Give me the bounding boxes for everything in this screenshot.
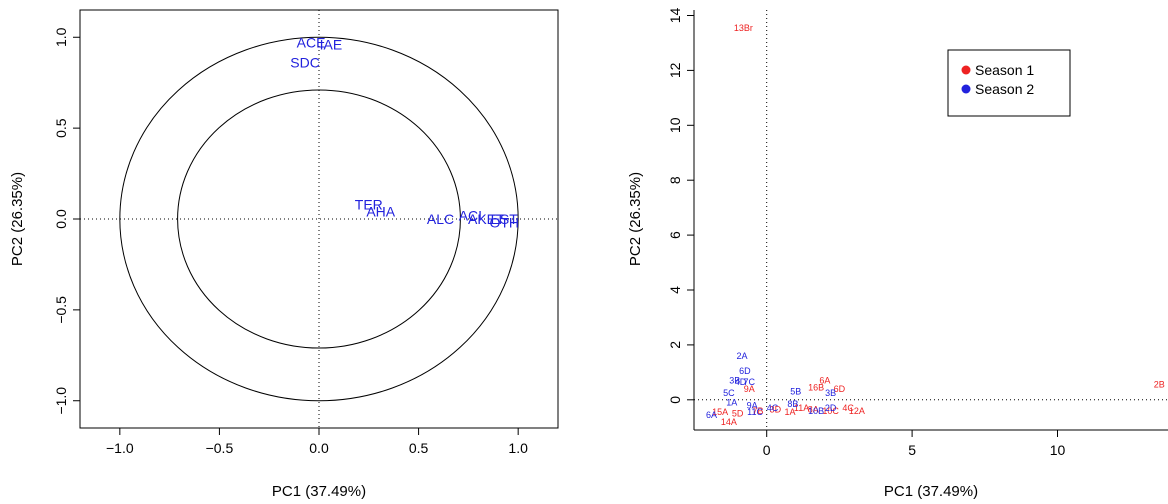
left-y-tick-label: 0.5: [53, 118, 69, 138]
variable-label-alc: ALC: [427, 211, 454, 227]
left-y-ticks: −1.0 −0.5 0.0 0.5 1.0: [53, 27, 80, 415]
observation-label-s1-9a: 9A: [744, 384, 755, 394]
variable-label-aket: AKET: [468, 211, 505, 227]
left-x-ticks: −1.0 −0.5 0.0 0.5 1.0: [106, 428, 528, 456]
right-y-tick-label: 4: [667, 286, 683, 294]
right-x-ticks: 0 5 10: [763, 430, 1066, 458]
observation-label-s1-16b: 16B: [808, 382, 824, 392]
observation-label-s1-8a: 8A: [808, 404, 819, 414]
observation-label-s1-6a: 6A: [819, 376, 830, 386]
left-y-tick-label: 0.0: [53, 209, 69, 229]
right-y-ticks: 0 2 4 6 8 10 12 14: [667, 7, 694, 404]
right-x-tick-label: 10: [1050, 442, 1066, 458]
observation-label-s2-4c: 4C: [767, 403, 779, 413]
left-x-axis-title: PC1 (37.49%): [272, 483, 366, 500]
legend-marker-season-1: [961, 65, 971, 75]
observation-label-s2-1a: 1A: [726, 398, 737, 408]
variable-label-iae: IAE: [320, 37, 343, 53]
observation-label-s1-3d: 3D: [770, 404, 782, 414]
legend-label-season-1: Season 1: [975, 62, 1034, 78]
legend-box: [947, 49, 1071, 117]
legend: Season 1 Season 2: [947, 49, 1071, 117]
variable-label-oth: OTH: [489, 215, 519, 231]
right-y-tick-label: 2: [667, 341, 683, 349]
observation-label-s2-7c: 7C: [743, 377, 755, 387]
variable-label-aci: ACI: [459, 207, 482, 223]
observation-label-s1-13br: 13Br: [734, 23, 753, 33]
observation-label-s1-2b: 2B: [1154, 380, 1165, 390]
left-x-tick-label: 0.5: [409, 440, 429, 456]
observation-label-s1-1a: 1A: [784, 407, 795, 417]
observation-label-s2-3b: 3B: [825, 388, 836, 398]
right-y-axis-title: PC2 (26.35%): [627, 172, 644, 266]
observation-label-s2-2a: 2A: [736, 351, 747, 361]
observation-label-s2-6d: 6D: [739, 366, 751, 376]
variable-label-ace: ACE: [297, 35, 326, 51]
left-x-tick-label: −0.5: [206, 440, 234, 456]
observation-label-s1-5d: 5D: [732, 409, 744, 419]
right-y-tick-label: 6: [667, 231, 683, 239]
observation-label-s2-6a: 6A: [706, 410, 717, 420]
variable-label-aha: AHA: [366, 204, 395, 220]
right-y-tick-label: 12: [667, 62, 683, 78]
observation-label-s1-7b: 7B: [752, 406, 763, 416]
left-x-tick-label: 1.0: [508, 440, 528, 456]
left-x-tick-label: 0.0: [309, 440, 329, 456]
observation-label-s1-6d: 6D: [834, 384, 846, 394]
right-x-tick-label: 0: [763, 442, 771, 458]
observation-label-s1-15a: 15A: [712, 407, 728, 417]
observation-label-s2-8b: 8B: [787, 399, 798, 409]
legend-label-season-2: Season 2: [975, 81, 1034, 97]
observation-label-s2-2d: 2D: [825, 403, 837, 413]
observation-label-s1-10c: 10C: [822, 406, 839, 416]
left-y-tick-label: 1.0: [53, 27, 69, 47]
observation-label-s2-4d: 4D: [735, 377, 747, 387]
observation-label-s2-5b: 5B: [790, 387, 801, 397]
right-y-tick-label: 14: [667, 7, 683, 23]
observation-label-s2-9a: 9A: [747, 400, 758, 410]
variable-label-ter: TER: [355, 196, 383, 212]
observation-label-s2-10b: 10B: [808, 406, 824, 416]
right-reference-lines: [694, 10, 1168, 430]
left-y-tick-label: −0.5: [53, 296, 69, 324]
left-y-tick-label: −1.0: [53, 387, 69, 415]
right-y-tick-label: 10: [667, 117, 683, 133]
observation-label-s1-4c: 4C: [842, 403, 854, 413]
observation-label-s1-14a: 14A: [721, 417, 737, 427]
legend-marker-season-2: [961, 84, 971, 94]
circle-radius-0: [119, 36, 519, 402]
variable-label-sdc: SDC: [290, 55, 320, 71]
right-x-tick-label: 5: [908, 442, 916, 458]
right-x-axis-title: PC1 (37.49%): [884, 483, 978, 500]
observation-label-s2-3b: 3B: [729, 376, 740, 386]
right-y-tick-label: 0: [667, 396, 683, 404]
observation-label-s1-11a: 11A: [794, 403, 809, 413]
observation-label-s2-11c: 11C: [747, 407, 763, 417]
observation-label-s2-5c: 5C: [723, 388, 735, 398]
right-y-tick-label: 8: [667, 176, 683, 184]
left-reference-lines: [80, 10, 558, 428]
observation-label-s1-12a: 12A: [849, 406, 865, 416]
variable-label-est: EST: [491, 211, 519, 227]
left-y-axis-title: PC2 (26.35%): [9, 172, 26, 266]
left-x-tick-label: −1.0: [106, 440, 134, 456]
